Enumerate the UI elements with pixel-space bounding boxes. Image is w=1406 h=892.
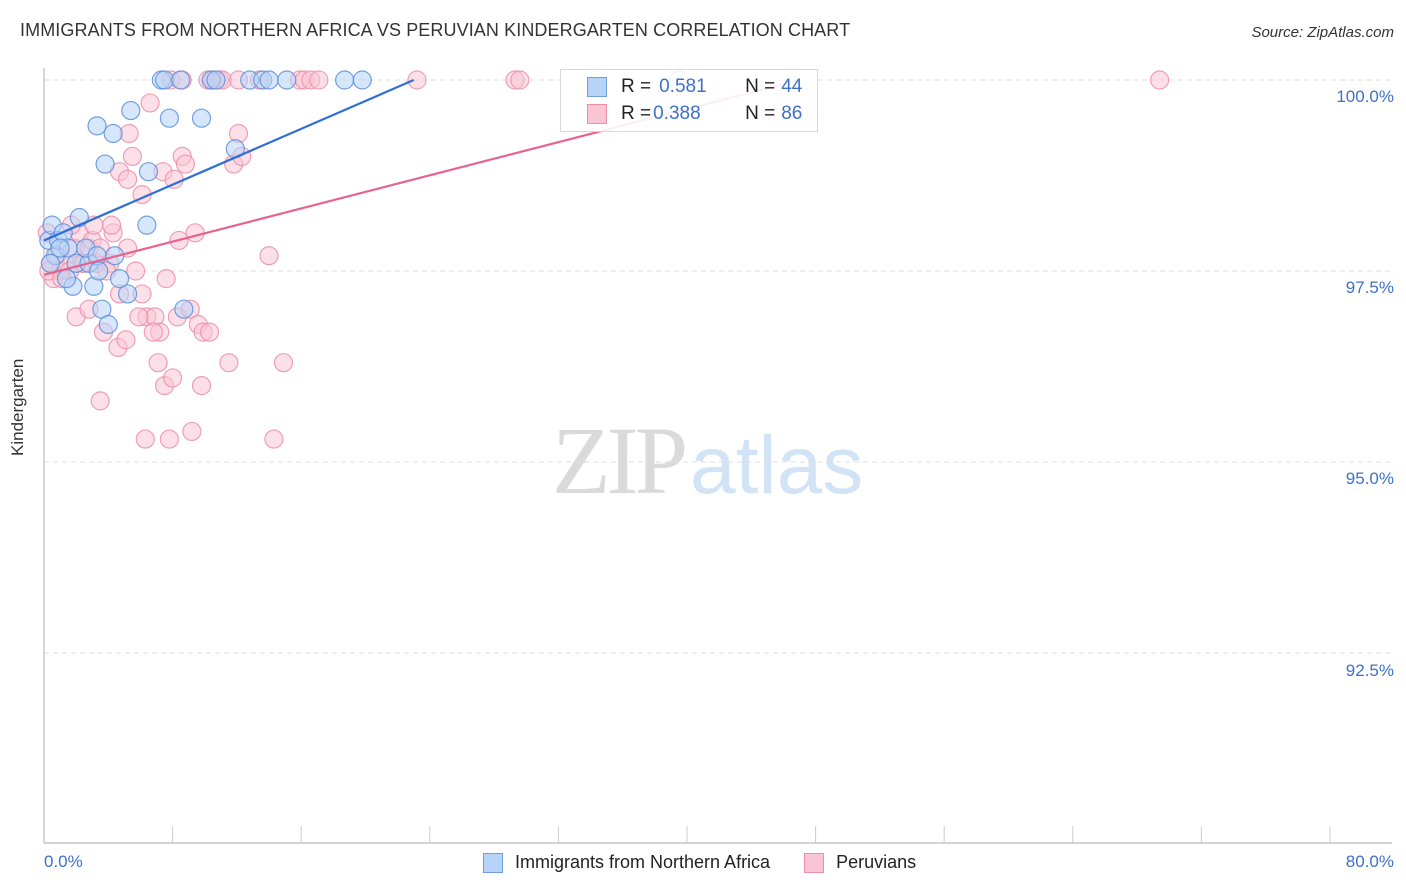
data-point[interactable] bbox=[510, 70, 530, 90]
data-point[interactable] bbox=[277, 70, 297, 90]
watermark-atlas: atlas bbox=[690, 420, 864, 511]
legend-item-immigrants[interactable]: Immigrants from Northern Africa bbox=[483, 852, 770, 873]
data-point[interactable] bbox=[352, 70, 372, 90]
legend-row-peruvians: R = 0.388 N = 86 bbox=[587, 102, 802, 126]
data-point[interactable] bbox=[175, 154, 196, 174]
data-point[interactable] bbox=[90, 391, 110, 411]
data-point[interactable] bbox=[259, 246, 279, 266]
data-point[interactable] bbox=[159, 108, 179, 128]
stats-legend: R = 0.581 N = 44 R = 0.388 N = 86 bbox=[560, 69, 818, 132]
axes bbox=[43, 68, 1392, 844]
chart-title: IMMIGRANTS FROM NORTHERN AFRICA VS PERUV… bbox=[20, 20, 851, 40]
n-value: 44 bbox=[781, 76, 803, 97]
y-tick-97-5: 97.5% bbox=[1345, 278, 1394, 297]
legend-row-immigrants: R = 0.581 N = 44 bbox=[587, 75, 802, 99]
n-label: N = bbox=[745, 103, 776, 124]
gridlines bbox=[44, 79, 1392, 654]
blue-swatch-icon bbox=[587, 77, 607, 97]
data-point[interactable] bbox=[199, 322, 220, 342]
data-point[interactable] bbox=[191, 108, 212, 128]
data-point[interactable] bbox=[56, 269, 77, 289]
legend-item-peruvians[interactable]: Peruvians bbox=[804, 852, 916, 873]
data-point[interactable] bbox=[206, 70, 226, 90]
blue-swatch-icon bbox=[483, 852, 503, 873]
data-point[interactable] bbox=[182, 421, 202, 442]
data-point[interactable] bbox=[171, 70, 191, 90]
data-point[interactable] bbox=[335, 70, 355, 90]
data-point[interactable] bbox=[191, 376, 212, 396]
r-label: R = bbox=[621, 103, 652, 124]
data-point[interactable] bbox=[87, 116, 107, 136]
data-point[interactable] bbox=[69, 207, 89, 228]
data-point[interactable] bbox=[138, 162, 159, 182]
data-point[interactable] bbox=[137, 215, 157, 235]
data-point[interactable] bbox=[273, 353, 294, 373]
data-point[interactable] bbox=[259, 70, 279, 90]
y-axis-label: Kindergarten bbox=[8, 358, 27, 456]
data-point[interactable] bbox=[101, 215, 122, 235]
watermark-zip: ZIP bbox=[552, 407, 688, 514]
data-point[interactable] bbox=[121, 100, 141, 121]
data-point[interactable] bbox=[126, 261, 146, 281]
data-point[interactable] bbox=[148, 353, 168, 373]
data-point[interactable] bbox=[156, 269, 176, 289]
data-point[interactable] bbox=[119, 123, 139, 144]
legend-label: Immigrants from Northern Africa bbox=[515, 852, 771, 872]
data-point[interactable] bbox=[159, 429, 179, 449]
data-point[interactable] bbox=[50, 238, 70, 258]
data-point[interactable] bbox=[103, 123, 123, 144]
pink-swatch-icon bbox=[804, 852, 825, 873]
x-tick-min: 0.0% bbox=[44, 852, 83, 871]
data-point[interactable] bbox=[264, 429, 284, 449]
x-tick-max: 80.0% bbox=[1345, 852, 1394, 871]
data-point[interactable] bbox=[98, 314, 118, 335]
data-point[interactable] bbox=[163, 368, 183, 388]
data-point[interactable] bbox=[1150, 70, 1170, 90]
immigrants-trend-line bbox=[43, 78, 415, 242]
y-tick-95: 95.0% bbox=[1345, 469, 1394, 488]
data-point[interactable] bbox=[407, 70, 427, 90]
data-point[interactable] bbox=[140, 93, 160, 113]
data-point[interactable] bbox=[154, 70, 175, 90]
data-point[interactable] bbox=[116, 330, 136, 350]
data-point[interactable] bbox=[109, 269, 130, 289]
pink-swatch-icon bbox=[587, 104, 607, 124]
data-point[interactable] bbox=[185, 223, 205, 243]
r-label: R = bbox=[621, 76, 652, 97]
n-label: N = bbox=[745, 76, 776, 97]
data-point[interactable] bbox=[89, 261, 109, 281]
y-tick-100: 100.0% bbox=[1336, 87, 1394, 106]
data-point[interactable] bbox=[143, 322, 163, 342]
data-point[interactable] bbox=[174, 299, 194, 319]
data-point[interactable] bbox=[122, 146, 143, 166]
data-point[interactable] bbox=[117, 169, 138, 189]
y-tick-92-5: 92.5% bbox=[1345, 661, 1394, 680]
data-point[interactable] bbox=[129, 307, 149, 327]
n-value: 86 bbox=[781, 103, 803, 124]
legend-label: Peruvians bbox=[836, 852, 917, 872]
series-legend: Immigrants from Northern Africa Peruvian… bbox=[483, 852, 950, 873]
immigrants-points bbox=[39, 70, 689, 335]
source-label: Source: ZipAtlas.com bbox=[1251, 24, 1394, 41]
data-point[interactable] bbox=[219, 353, 239, 373]
r-value: 0.581 bbox=[659, 76, 707, 97]
watermark: ZIPatlas bbox=[552, 405, 863, 516]
data-point[interactable] bbox=[135, 429, 155, 449]
data-point[interactable] bbox=[309, 70, 329, 90]
data-point[interactable] bbox=[117, 284, 138, 304]
r-value: 0.388 bbox=[653, 103, 701, 124]
data-point[interactable] bbox=[95, 154, 115, 174]
